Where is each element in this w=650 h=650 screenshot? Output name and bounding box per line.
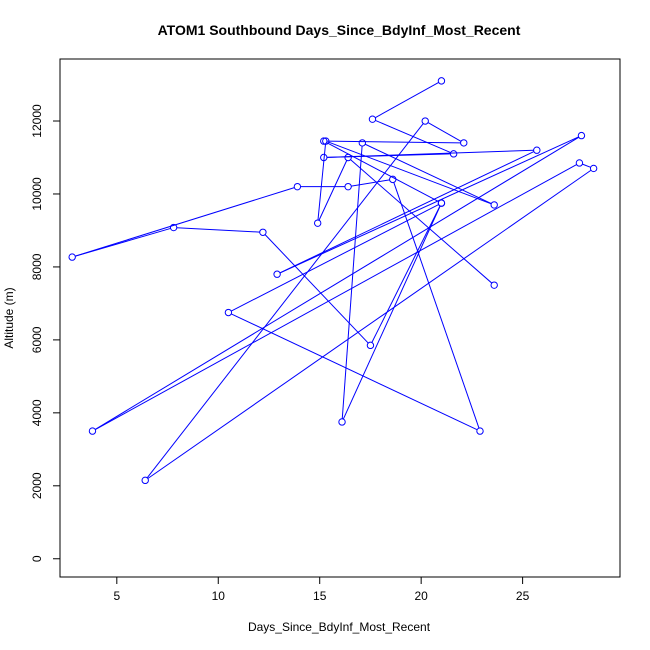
y-tick-label: 6000 <box>30 326 44 353</box>
series-segment <box>318 160 348 221</box>
data-point <box>490 281 498 289</box>
series-segment <box>326 149 534 158</box>
series-segment <box>146 123 424 479</box>
data-point <box>437 77 446 85</box>
series-segment <box>279 151 535 274</box>
series-segment <box>231 204 439 312</box>
data-point <box>358 139 367 147</box>
series-segment <box>326 142 439 203</box>
data-point <box>169 223 178 232</box>
series-segment <box>231 313 478 431</box>
series-segment <box>350 159 493 284</box>
series-segment <box>371 205 441 343</box>
data-point <box>589 164 598 173</box>
x-axis-label: Days_Since_BdyInf_Most_Recent <box>248 620 431 634</box>
data-point <box>259 228 267 236</box>
data-point <box>490 201 498 209</box>
data-point <box>273 270 281 278</box>
y-axis: 0 2000 4000 6000 8000 10000 12000 <box>30 104 60 562</box>
x-tick-label: 25 <box>516 589 530 603</box>
y-tick-label: 0 <box>30 555 44 562</box>
data-point <box>320 153 328 162</box>
series-segment <box>75 227 171 257</box>
data-point <box>224 308 233 317</box>
x-tick-label: 15 <box>313 589 327 603</box>
data-point <box>366 341 375 350</box>
x-tick-label: 20 <box>414 589 428 603</box>
y-tick-label: 2000 <box>30 472 44 499</box>
series-segment <box>393 182 480 429</box>
data-point <box>449 150 458 158</box>
series-line-group <box>68 77 598 485</box>
data-point <box>344 182 352 191</box>
series-segment <box>279 136 579 274</box>
data-point <box>437 199 446 207</box>
series-segment <box>328 141 492 205</box>
data-point <box>421 117 429 125</box>
data-point <box>533 146 541 154</box>
y-tick-label: 8000 <box>30 253 44 280</box>
series-segment <box>365 143 492 205</box>
chart-title: ATOM1 Southbound Days_Since_BdyInf_Most_… <box>158 22 521 38</box>
y-axis-label: Altitude (m) <box>2 287 16 348</box>
plot-frame <box>59 58 621 578</box>
series-segment <box>582 163 591 168</box>
series-segment <box>375 82 439 119</box>
x-tick-label: 5 <box>113 589 120 603</box>
data-point <box>293 182 302 191</box>
series-segment <box>94 136 579 430</box>
series-segment <box>427 122 462 142</box>
series-segment <box>147 169 592 479</box>
data-point <box>368 115 377 123</box>
series-segment <box>351 179 390 187</box>
y-tick-label: 4000 <box>30 399 44 426</box>
x-tick-label: 10 <box>212 589 226 603</box>
data-point <box>88 427 97 435</box>
y-tick-label: 12000 <box>30 104 44 138</box>
data-point <box>141 476 149 485</box>
series-segment <box>95 164 577 430</box>
data-point <box>68 253 76 261</box>
data-point <box>320 137 328 145</box>
series-segment <box>317 144 326 221</box>
series-segment <box>264 234 369 344</box>
data-point <box>313 219 322 227</box>
series-segment <box>341 146 363 419</box>
data-point <box>389 175 397 184</box>
data-point <box>338 418 346 426</box>
series-segment <box>75 187 295 257</box>
data-point <box>344 153 352 162</box>
data-point <box>476 427 484 435</box>
series-segment <box>342 205 441 420</box>
x-axis: 5 10 15 20 25 <box>113 577 530 603</box>
series-segment <box>176 227 260 233</box>
y-tick-label: 10000 <box>30 177 44 211</box>
data-point <box>322 137 330 145</box>
data-point <box>460 139 468 147</box>
data-point <box>577 131 586 140</box>
data-point <box>575 159 584 167</box>
series-segment <box>326 140 461 144</box>
